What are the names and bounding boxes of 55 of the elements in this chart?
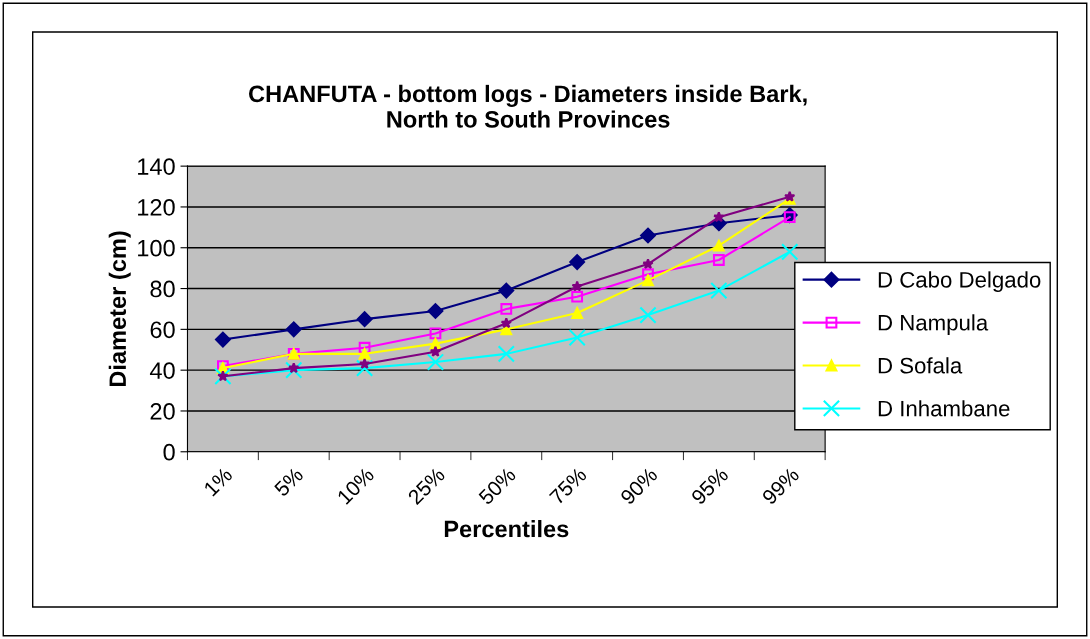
point	[429, 327, 442, 340]
legend-label: D Sofala	[878, 357, 963, 374]
y-tick-label: 20	[150, 403, 175, 420]
x-tick-label: 5%	[273, 466, 305, 498]
y-axis-title: Diameter (cm)	[108, 231, 131, 387]
point	[640, 227, 656, 244]
point	[710, 281, 728, 300]
point	[500, 303, 513, 315]
chart-title: CHANFUTA - bottom logs - Diameters inside Bark, North to South Provinces	[249, 84, 807, 128]
point	[285, 361, 303, 379]
y-tick-label: 40	[149, 362, 175, 379]
point	[427, 303, 444, 319]
y-tick-label: 0	[163, 443, 175, 461]
point	[498, 282, 515, 299]
x-tick-label: 1%	[203, 466, 234, 497]
y-tick-label: 120	[138, 199, 175, 216]
y-tick-label: 100	[138, 239, 175, 257]
point	[781, 243, 799, 261]
point	[285, 321, 302, 338]
x-tick-label: 50%	[477, 466, 517, 506]
point	[214, 331, 231, 348]
point	[642, 258, 654, 270]
x-tick-label: 95%	[690, 466, 730, 506]
point	[426, 353, 445, 371]
point	[571, 307, 584, 319]
point	[571, 280, 583, 292]
point	[783, 211, 796, 224]
point	[358, 347, 371, 360]
x-axis-title: Percentiles	[444, 519, 569, 538]
point	[355, 359, 374, 377]
point	[712, 239, 725, 252]
point	[642, 274, 654, 287]
point	[358, 358, 371, 370]
point	[569, 254, 586, 270]
y-tick-label: 140	[138, 158, 175, 175]
point	[712, 254, 725, 266]
point	[571, 290, 584, 303]
point	[497, 345, 515, 363]
x-tick-label: 75%	[548, 466, 588, 506]
legend-label: D Inhambane	[878, 400, 1010, 417]
point	[500, 317, 512, 329]
point	[568, 328, 586, 347]
point	[358, 341, 371, 354]
legend-label: D Cabo Delgado	[878, 271, 1041, 293]
y-tick-label: 80	[150, 280, 175, 298]
point	[713, 211, 725, 223]
point	[356, 311, 373, 328]
x-tick-label: 99%	[761, 466, 800, 506]
point	[288, 362, 300, 374]
point	[429, 345, 442, 357]
legend-label: D Nampula	[878, 314, 989, 335]
x-tick-label: 90%	[619, 466, 659, 506]
point	[639, 306, 657, 324]
y-tick-label: 60	[150, 321, 175, 339]
point	[642, 268, 654, 281]
